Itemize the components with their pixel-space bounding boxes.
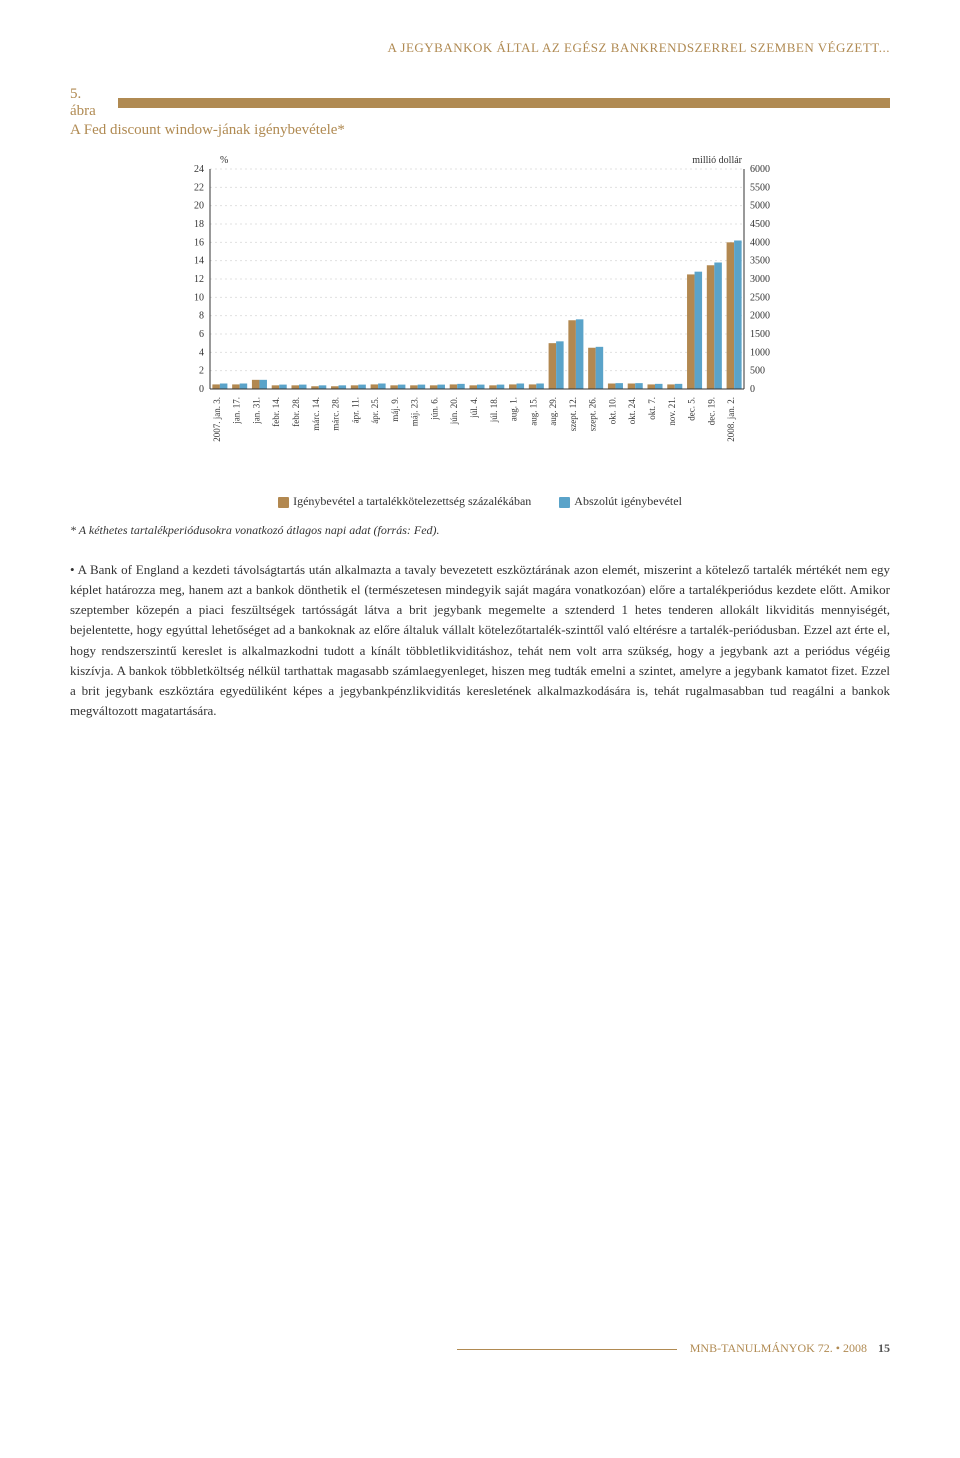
svg-text:aug. 1.: aug. 1.	[509, 397, 519, 421]
footer-label: MNB-TANULMÁNYOK 72. • 2008	[690, 1341, 867, 1355]
legend-label: Abszolút igénybevétel	[574, 494, 682, 508]
svg-text:jan. 17.: jan. 17.	[232, 397, 242, 425]
svg-text:nov. 21.: nov. 21.	[667, 397, 677, 426]
figure-number: 5. ábra	[70, 86, 108, 120]
footer-rule	[457, 1349, 677, 1350]
svg-text:0: 0	[750, 384, 755, 395]
svg-text:5000: 5000	[750, 201, 770, 212]
svg-text:6: 6	[199, 329, 204, 340]
svg-text:aug. 15.: aug. 15.	[528, 397, 538, 426]
svg-text:okt. 10.: okt. 10.	[607, 397, 617, 424]
svg-text:millió dollár: millió dollár	[692, 155, 742, 166]
svg-text:22: 22	[194, 182, 204, 193]
svg-text:2007. jan. 3.: 2007. jan. 3.	[212, 397, 222, 442]
footer-page-number: 15	[878, 1341, 890, 1355]
svg-text:0: 0	[199, 384, 204, 395]
svg-text:máj. 23.: máj. 23.	[410, 397, 420, 426]
svg-text:dec. 5.: dec. 5.	[687, 397, 697, 421]
svg-text:máj. 9.: máj. 9.	[390, 397, 400, 422]
svg-text:júl. 4.: júl. 4.	[469, 397, 479, 419]
figure-footnote: * A kéthetes tartalékperiódusokra vonatk…	[70, 523, 890, 538]
svg-text:márc. 14.: márc. 14.	[311, 397, 321, 431]
figure-rule	[118, 98, 890, 108]
svg-text:okt. 7.: okt. 7.	[647, 397, 657, 420]
svg-text:10: 10	[194, 292, 204, 303]
svg-text:2008. jan. 2.: 2008. jan. 2.	[726, 397, 736, 442]
svg-text:4: 4	[199, 347, 204, 358]
svg-text:febr. 14.: febr. 14.	[271, 397, 281, 427]
svg-text:5500: 5500	[750, 182, 770, 193]
svg-text:4500: 4500	[750, 219, 770, 230]
svg-text:ápr. 11.: ápr. 11.	[350, 397, 360, 423]
body-paragraph: • A Bank of England a kezdeti távolságta…	[70, 560, 890, 721]
svg-text:2: 2	[199, 366, 204, 377]
svg-text:3000: 3000	[750, 274, 770, 285]
svg-text:2000: 2000	[750, 311, 770, 322]
svg-text:24: 24	[194, 164, 204, 175]
legend-swatch	[559, 497, 570, 508]
svg-text:2500: 2500	[750, 292, 770, 303]
figure-title: A Fed discount window-jának igénybevétel…	[70, 122, 890, 139]
chart-container: 0246810121416182022240500100015002000250…	[160, 149, 800, 509]
svg-text:júl. 18.: júl. 18.	[489, 397, 499, 423]
svg-text:szept. 26.: szept. 26.	[588, 397, 598, 431]
svg-text:16: 16	[194, 237, 204, 248]
svg-text:aug. 29.: aug. 29.	[548, 397, 558, 426]
fed-discount-chart: 0246810121416182022240500100015002000250…	[160, 149, 800, 479]
svg-text:ápr. 25.: ápr. 25.	[370, 397, 380, 424]
svg-text:8: 8	[199, 311, 204, 322]
svg-text:4000: 4000	[750, 237, 770, 248]
svg-text:14: 14	[194, 256, 204, 267]
svg-text:jún. 6.: jún. 6.	[429, 397, 439, 421]
svg-text:márc. 28.: márc. 28.	[331, 397, 341, 431]
svg-text:1500: 1500	[750, 329, 770, 340]
svg-text:12: 12	[194, 274, 204, 285]
legend-swatch	[278, 497, 289, 508]
running-head: A JEGYBANKOK ÁLTAL AZ EGÉSZ BANKRENDSZER…	[70, 40, 890, 56]
chart-legend: Igénybevétel a tartalékkötelezettség szá…	[160, 494, 800, 509]
svg-text:febr. 28.: febr. 28.	[291, 397, 301, 427]
svg-text:%: %	[220, 155, 228, 166]
svg-text:3500: 3500	[750, 256, 770, 267]
svg-text:jan. 31.: jan. 31.	[251, 397, 261, 425]
svg-text:6000: 6000	[750, 164, 770, 175]
svg-text:18: 18	[194, 219, 204, 230]
svg-text:1000: 1000	[750, 347, 770, 358]
svg-text:szept. 12.: szept. 12.	[568, 397, 578, 431]
svg-text:500: 500	[750, 366, 765, 377]
svg-text:okt. 24.: okt. 24.	[627, 397, 637, 424]
svg-text:dec. 19.: dec. 19.	[706, 397, 716, 425]
page-footer: MNB-TANULMÁNYOK 72. • 2008 15	[70, 1341, 890, 1356]
svg-text:jún. 20.: jún. 20.	[449, 397, 459, 425]
svg-text:20: 20	[194, 201, 204, 212]
legend-label: Igénybevétel a tartalékkötelezettség szá…	[293, 494, 531, 508]
